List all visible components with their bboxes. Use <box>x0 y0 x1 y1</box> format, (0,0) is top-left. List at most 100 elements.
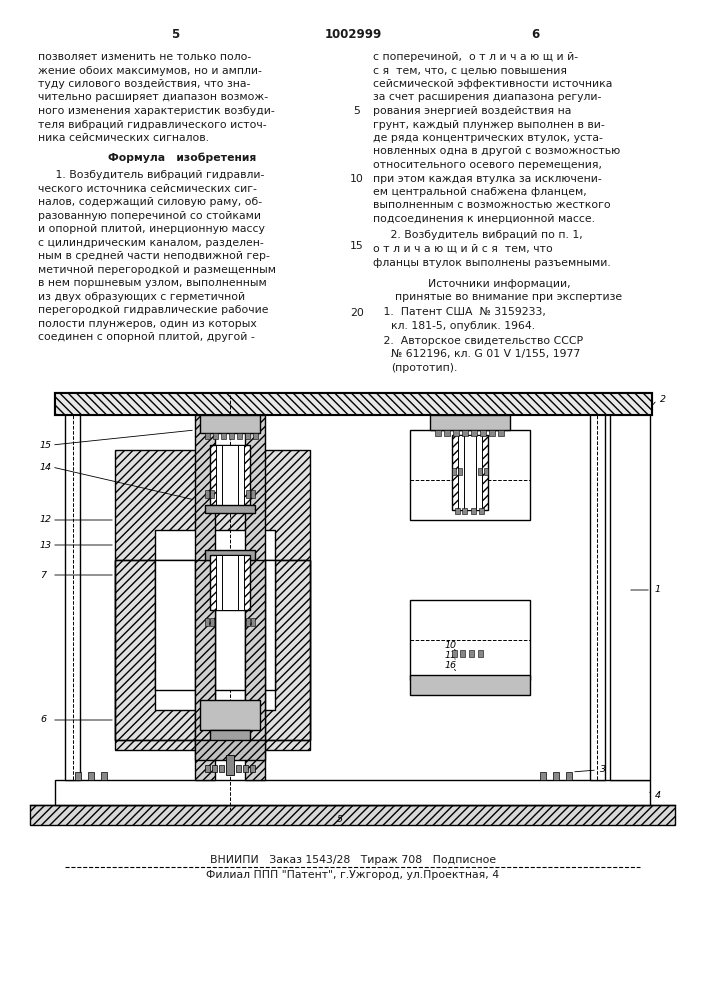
Text: 1002999: 1002999 <box>325 28 382 41</box>
Bar <box>479 508 484 514</box>
Text: 13: 13 <box>40 540 52 550</box>
Bar <box>246 490 250 498</box>
Bar <box>471 508 476 514</box>
Text: (прототип).: (прототип). <box>391 363 457 373</box>
Text: полости плунжеров, один из которых: полости плунжеров, один из которых <box>38 319 257 329</box>
Text: 1. Возбудитель вибраций гидравли-: 1. Возбудитель вибраций гидравли- <box>38 170 264 180</box>
Text: 2.  Авторское свидетельство СССР: 2. Авторское свидетельство СССР <box>373 336 583 346</box>
Bar <box>253 433 258 439</box>
Text: из двух образующих с герметичной: из двух образующих с герметичной <box>38 292 245 302</box>
Bar <box>195 740 265 760</box>
Text: сейсмической эффективности источника: сейсмической эффективности источника <box>373 79 612 89</box>
Bar <box>115 560 310 740</box>
Text: ного изменения характеристик возбуди-: ного изменения характеристик возбуди- <box>38 106 275 116</box>
Text: о т л и ч а ю щ и й с я  тем, что: о т л и ч а ю щ и й с я тем, что <box>373 244 553 254</box>
Text: налов, содержащий силовую раму, об-: налов, содержащий силовую раму, об- <box>38 197 262 207</box>
Bar <box>410 600 530 680</box>
Text: ем центральной снабжена фланцем,: ем центральной снабжена фланцем, <box>373 187 587 197</box>
Text: № 612196, кл. G 01 V 1/155, 1977: № 612196, кл. G 01 V 1/155, 1977 <box>391 349 580 359</box>
Text: 15: 15 <box>350 241 364 251</box>
Text: 2. Возбудитель вибраций по п. 1,: 2. Возбудитель вибраций по п. 1, <box>373 231 583 240</box>
Bar <box>462 508 467 514</box>
Bar <box>460 650 465 657</box>
Bar <box>200 700 260 730</box>
Text: 6: 6 <box>40 716 46 724</box>
Bar <box>205 550 255 560</box>
Text: 2: 2 <box>660 395 666 404</box>
Text: 14: 14 <box>40 462 52 472</box>
Text: 3: 3 <box>600 766 606 774</box>
Bar <box>464 435 476 510</box>
Bar <box>458 468 462 475</box>
Text: 9: 9 <box>452 438 458 448</box>
Bar <box>75 772 81 780</box>
Text: 4: 4 <box>655 790 661 800</box>
Bar <box>216 445 244 505</box>
Bar <box>471 430 477 436</box>
Text: разованную поперечиной со стойками: разованную поперечиной со стойками <box>38 211 261 221</box>
Bar <box>205 490 209 498</box>
Text: при этом каждая втулка за исключени-: при этом каждая втулка за исключени- <box>373 174 602 184</box>
Text: 15: 15 <box>40 440 52 450</box>
Bar <box>245 415 265 780</box>
Text: новленных одна в другой с возможностью: новленных одна в другой с возможностью <box>373 146 620 156</box>
Bar <box>155 560 275 690</box>
Text: 17: 17 <box>452 458 464 468</box>
Text: выполненным с возможностью жесткого: выполненным с возможностью жесткого <box>373 200 611 211</box>
Text: соединен с опорной плитой, другой -: соединен с опорной плитой, другой - <box>38 332 255 342</box>
Text: Источники информации,: Источники информации, <box>428 279 571 289</box>
Bar <box>115 560 310 740</box>
Text: ческого источника сейсмических сиг-: ческого источника сейсмических сиг- <box>38 184 257 194</box>
Bar <box>210 730 250 745</box>
Bar <box>452 435 488 510</box>
Bar <box>480 430 486 436</box>
Bar <box>251 490 255 498</box>
Text: 11: 11 <box>445 650 457 660</box>
Text: 1.  Патент США  № 3159233,: 1. Патент США № 3159233, <box>373 307 546 317</box>
Bar <box>462 430 468 436</box>
Text: фланцы втулок выполнены разъемными.: фланцы втулок выполнены разъемными. <box>373 257 611 267</box>
Bar <box>566 772 572 780</box>
Text: туду силового воздействия, что зна-: туду силового воздействия, что зна- <box>38 79 250 89</box>
Bar <box>590 410 605 780</box>
Text: теля вибраций гидравлического источ-: теля вибраций гидравлического источ- <box>38 119 267 129</box>
Text: 16: 16 <box>445 660 457 670</box>
Bar <box>435 430 441 436</box>
Bar <box>210 490 214 498</box>
Bar <box>553 772 559 780</box>
Bar <box>155 530 275 710</box>
Bar <box>30 805 675 825</box>
Text: 5: 5 <box>354 106 361 116</box>
Bar <box>205 433 210 439</box>
Bar <box>101 772 107 780</box>
Text: чительно расширяет диапазон возмож-: чительно расширяет диапазон возмож- <box>38 93 268 103</box>
Bar <box>478 468 482 475</box>
Bar <box>200 415 260 433</box>
Text: 8: 8 <box>452 448 458 458</box>
Bar <box>540 772 546 780</box>
Bar <box>245 433 250 439</box>
Text: 10: 10 <box>445 641 457 650</box>
Text: 7: 7 <box>40 570 46 580</box>
Bar <box>222 555 238 610</box>
Text: 5: 5 <box>337 816 343 824</box>
Bar <box>55 393 652 415</box>
Text: Формула   изобретения: Формула изобретения <box>108 152 256 163</box>
Text: подсоединения к инерционной массе.: подсоединения к инерционной массе. <box>373 214 595 224</box>
Text: 10: 10 <box>350 174 364 184</box>
Bar <box>210 618 214 626</box>
Text: кл. 181-5, опублик. 1964.: кл. 181-5, опублик. 1964. <box>391 321 535 331</box>
Bar <box>410 675 530 695</box>
Bar <box>610 410 650 780</box>
Text: метичной перегородкой и размещенным: метичной перегородкой и размещенным <box>38 265 276 275</box>
Text: ным в средней части неподвижной гер-: ным в средней части неподвижной гер- <box>38 251 270 261</box>
Bar <box>452 650 457 657</box>
Text: относительного осевого перемещения,: относительного осевого перемещения, <box>373 160 602 170</box>
Bar <box>55 393 652 415</box>
Bar <box>205 618 209 626</box>
Bar <box>250 765 255 772</box>
Bar <box>489 430 495 436</box>
Text: в нем поршневым узлом, выполненным: в нем поршневым узлом, выполненным <box>38 278 267 288</box>
Text: с поперечиной,  о т л и ч а ю щ и й-: с поперечиной, о т л и ч а ю щ и й- <box>373 52 578 62</box>
Bar <box>229 433 234 439</box>
